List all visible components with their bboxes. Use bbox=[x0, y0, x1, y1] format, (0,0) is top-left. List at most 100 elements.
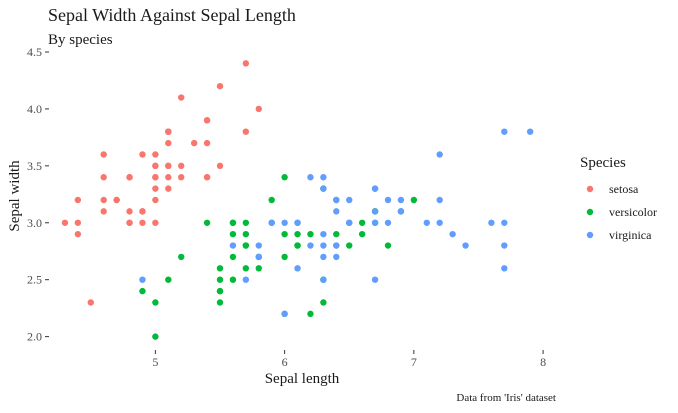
point-virginica bbox=[294, 219, 301, 226]
y-tick-label: 2.5 bbox=[27, 273, 42, 287]
y-tick-label: 4.5 bbox=[27, 45, 42, 59]
point-virginica bbox=[320, 230, 327, 238]
point-versicolor bbox=[281, 174, 288, 181]
point-setosa bbox=[126, 208, 133, 215]
legend-key-virginica bbox=[586, 231, 594, 239]
point-virginica bbox=[371, 276, 379, 283]
legend-label-versicolor: versicolor bbox=[609, 205, 657, 219]
point-setosa bbox=[100, 208, 107, 215]
y-tick-label: 4.0 bbox=[27, 102, 42, 116]
point-setosa bbox=[216, 162, 224, 170]
point-setosa bbox=[100, 196, 107, 204]
point-virginica bbox=[320, 253, 327, 261]
point-setosa bbox=[242, 128, 250, 135]
legend-title: Species bbox=[580, 155, 626, 171]
point-versicolor bbox=[346, 242, 353, 249]
point-versicolor bbox=[410, 196, 418, 204]
point-versicolor bbox=[294, 242, 301, 249]
point-virginica bbox=[255, 242, 262, 249]
point-versicolor bbox=[255, 265, 262, 272]
point-versicolor bbox=[229, 230, 237, 238]
point-versicolor bbox=[242, 230, 250, 238]
point-setosa bbox=[100, 151, 107, 158]
point-virginica bbox=[281, 310, 288, 318]
point-versicolor bbox=[165, 276, 172, 283]
point-setosa bbox=[152, 162, 159, 170]
point-setosa bbox=[165, 162, 172, 170]
point-virginica bbox=[139, 276, 146, 283]
point-virginica bbox=[346, 196, 353, 204]
point-versicolor bbox=[384, 242, 392, 249]
point-virginica bbox=[436, 151, 443, 158]
point-versicolor bbox=[307, 310, 314, 318]
point-setosa bbox=[255, 105, 262, 113]
point-setosa bbox=[126, 174, 133, 181]
legend: Species setosa versicolor virginica bbox=[580, 155, 657, 242]
point-virginica bbox=[333, 253, 340, 261]
point-virginica bbox=[397, 196, 405, 204]
point-versicolor bbox=[152, 333, 159, 340]
point-virginica bbox=[268, 219, 275, 226]
point-versicolor bbox=[333, 230, 340, 238]
x-tick-label: 7 bbox=[411, 355, 417, 369]
legend-key-versicolor bbox=[586, 208, 594, 216]
point-setosa bbox=[165, 174, 172, 181]
x-axis-title: Sepal length bbox=[265, 371, 340, 387]
point-virginica bbox=[384, 196, 392, 204]
point-virginica bbox=[488, 219, 495, 226]
point-versicolor bbox=[229, 253, 237, 261]
point-virginica bbox=[320, 174, 327, 181]
point-setosa bbox=[152, 219, 159, 226]
point-virginica bbox=[397, 208, 405, 215]
point-versicolor bbox=[178, 253, 185, 261]
point-virginica bbox=[462, 242, 469, 249]
point-versicolor bbox=[281, 253, 288, 261]
x-tick-label: 5 bbox=[152, 355, 158, 369]
point-versicolor bbox=[216, 287, 224, 295]
chart-subtitle: By species bbox=[48, 32, 113, 48]
y-axis: 2.0 2.5 3.0 3.5 4.0 4.5 bbox=[27, 45, 49, 344]
point-versicolor bbox=[358, 230, 366, 238]
y-axis-title: Sepal width bbox=[7, 160, 23, 232]
point-virginica bbox=[449, 230, 456, 238]
point-setosa bbox=[152, 196, 159, 204]
point-virginica bbox=[371, 185, 379, 192]
point-versicolor bbox=[152, 299, 159, 306]
point-setosa bbox=[165, 185, 172, 192]
point-virginica bbox=[307, 174, 314, 181]
point-versicolor bbox=[242, 219, 250, 226]
point-virginica bbox=[320, 242, 327, 249]
point-versicolor bbox=[358, 219, 366, 226]
point-virginica bbox=[501, 242, 508, 249]
point-setosa bbox=[203, 174, 211, 181]
point-setosa bbox=[74, 230, 82, 238]
point-versicolor bbox=[203, 219, 211, 226]
point-virginica bbox=[526, 128, 534, 135]
point-virginica bbox=[320, 276, 327, 283]
point-virginica bbox=[436, 196, 443, 204]
point-virginica bbox=[242, 276, 250, 283]
point-virginica bbox=[307, 242, 314, 249]
point-virginica bbox=[501, 219, 508, 226]
point-versicolor bbox=[242, 242, 250, 249]
x-tick-label: 6 bbox=[282, 355, 288, 369]
x-axis: 5 6 7 8 bbox=[152, 350, 546, 369]
y-tick-label: 3.0 bbox=[27, 216, 42, 230]
point-setosa bbox=[165, 128, 172, 135]
point-virginica bbox=[333, 242, 340, 249]
point-setosa bbox=[178, 162, 185, 170]
point-setosa bbox=[139, 219, 146, 226]
point-versicolor bbox=[216, 265, 224, 272]
point-versicolor bbox=[139, 287, 146, 295]
point-versicolor bbox=[294, 230, 301, 238]
point-versicolor bbox=[268, 196, 275, 204]
point-setosa bbox=[113, 196, 120, 204]
point-virginica bbox=[333, 208, 340, 215]
chart-title: Sepal Width Against Sepal Length bbox=[48, 5, 296, 25]
point-setosa bbox=[139, 151, 146, 158]
point-versicolor bbox=[281, 230, 288, 238]
point-setosa bbox=[139, 208, 146, 215]
point-versicolor bbox=[216, 299, 224, 306]
point-versicolor bbox=[229, 276, 237, 283]
